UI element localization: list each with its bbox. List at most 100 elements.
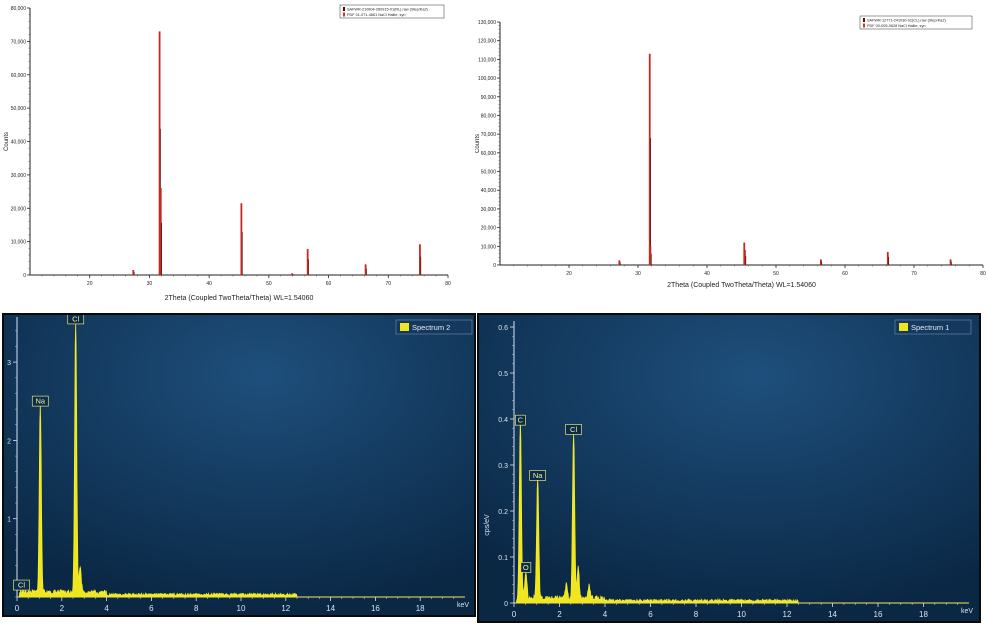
element-label: Cl bbox=[67, 315, 85, 325]
y-tick-label: 0.6 bbox=[498, 325, 508, 332]
plot-background bbox=[479, 315, 979, 621]
element-label-text: O bbox=[523, 563, 529, 572]
xrd-peak bbox=[159, 188, 162, 275]
eds-spectrum-1-chart: 0 2 4 6 8 10 12 14 16 18 keV 0 0.1 0.2 0.3 0.4 0.5 0.6 cps… bbox=[477, 313, 981, 623]
x-tick-label: 14 bbox=[828, 610, 837, 619]
y-axis-label: cps/eV bbox=[484, 514, 491, 536]
x-axis-label: keV bbox=[457, 602, 469, 609]
y-tick-label: 80,000 bbox=[481, 113, 497, 119]
spectrum-trace bbox=[17, 323, 465, 598]
y-tick-label: 0 bbox=[493, 263, 496, 269]
legend-entry: PDF 00-005-0628 NaCl Halite, syn bbox=[867, 24, 925, 28]
x-tick-label: 60 bbox=[842, 271, 848, 277]
y-axis-label: Counts bbox=[475, 134, 481, 153]
x-tick-label: 40 bbox=[206, 281, 212, 287]
y-tick-label: 130,000 bbox=[478, 20, 496, 26]
x-tick-label: 60 bbox=[326, 281, 332, 287]
y-tick-label: 20,000 bbox=[11, 206, 27, 212]
xrd-chart-1-svg: 0 10,000 20,000 30,000 40,000 50,000 60,000 70,… bbox=[4, 4, 451, 302]
y-tick-label: 0.1 bbox=[498, 555, 508, 562]
x-tick-label: 18 bbox=[919, 610, 928, 619]
y-tick-label: 0 bbox=[23, 273, 26, 279]
legend-box bbox=[894, 319, 972, 335]
legend: SAFWR-12771-241030-01(CL).raw (Step/Ka2)… bbox=[859, 15, 973, 30]
y-tick-label: 50,000 bbox=[481, 170, 497, 176]
y-axis-label: Counts bbox=[4, 132, 10, 151]
y-tick-label: 0.5 bbox=[498, 371, 508, 378]
xrd-peak bbox=[158, 31, 161, 275]
element-label-text: Na bbox=[533, 471, 543, 480]
legend-entry: SAFWR-12771-241030-01(CL).raw (Step/Ka2) bbox=[867, 19, 946, 23]
x-tick-label: 20 bbox=[566, 271, 572, 277]
y-tick-label: 0.4 bbox=[498, 417, 508, 424]
element-label-text: Cl bbox=[570, 425, 577, 434]
y-tick-label: 100,000 bbox=[478, 76, 496, 82]
element-label: Cl bbox=[13, 579, 30, 591]
x-tick-label: 50 bbox=[773, 271, 779, 277]
legend-entry: SAFWR-210904-280915-01(RL).raw (Step/Ka2… bbox=[347, 8, 429, 12]
legend-swatch bbox=[400, 323, 409, 331]
plot-background bbox=[4, 315, 474, 615]
x-tick-label: 0 bbox=[15, 604, 20, 613]
xrd-chart-2: 0 10,000 20,000 30,000 40,000 50,000 60,000 70,… bbox=[475, 0, 988, 310]
y-tick-label: 10,000 bbox=[11, 240, 27, 246]
legend: Spectrum 1 bbox=[894, 319, 972, 335]
x-tick-label: 20 bbox=[87, 281, 93, 287]
element-label-box bbox=[31, 395, 49, 407]
y-tick-label: 10,000 bbox=[481, 244, 497, 250]
y-tick-label: 30,000 bbox=[11, 173, 27, 179]
eds-spectrum-1-svg: 0 2 4 6 8 10 12 14 16 18 keV 0 0.1 0.2 0.3 0.4 0.5 0.6 cps… bbox=[479, 315, 979, 621]
spectrum-trace bbox=[514, 421, 969, 604]
xrd-peak bbox=[648, 53, 651, 266]
x-tick-label: 6 bbox=[648, 610, 653, 619]
element-label: O bbox=[520, 562, 532, 573]
y-tick-label: 0 bbox=[504, 601, 508, 608]
element-label-box bbox=[520, 562, 532, 573]
y-tick-label: 80,000 bbox=[11, 6, 27, 12]
y-tick-label: 0.2 bbox=[498, 509, 508, 516]
legend-box bbox=[395, 319, 473, 335]
element-label: Na bbox=[529, 470, 547, 481]
x-tick-label: 2 bbox=[557, 610, 562, 619]
x-tick-label: 80 bbox=[980, 271, 986, 277]
eds-spectrum-2-chart: 0 2 4 6 8 10 12 14 16 18 keV 1 2 3 Na Cl Cl Spectrum 2 bbox=[2, 313, 476, 617]
x-tick-label: 10 bbox=[737, 610, 746, 619]
legend-swatch bbox=[899, 323, 908, 331]
element-label-box bbox=[67, 315, 85, 325]
y-tick-label: 20,000 bbox=[481, 226, 497, 232]
element-label: C bbox=[515, 414, 526, 426]
x-tick-label: 4 bbox=[603, 610, 608, 619]
element-label-text: Na bbox=[35, 397, 45, 406]
x-tick-label: 0 bbox=[512, 610, 517, 619]
legend-entry: PDF 01-071-4661 NaCl Halite, syn bbox=[347, 13, 405, 17]
xrd-chart-2-svg: 0 10,000 20,000 30,000 40,000 50,000 60,000 70,… bbox=[475, 15, 986, 289]
x-axis-label: 2Theta (Coupled TwoTheta/Theta) WL=1.540… bbox=[667, 282, 816, 289]
xrd-peak bbox=[419, 244, 421, 275]
xrd-peak bbox=[291, 273, 294, 275]
xrd-peak bbox=[649, 246, 652, 265]
element-label-box bbox=[13, 579, 30, 591]
y-tick-label: 60,000 bbox=[481, 151, 497, 157]
xrd-peak bbox=[618, 260, 621, 265]
xrd-chart-1: 0 10,000 20,000 30,000 40,000 50,000 60,000 70,… bbox=[0, 0, 470, 310]
y-tick-label: 50,000 bbox=[11, 106, 27, 112]
legend-entry: Spectrum 2 bbox=[412, 323, 450, 332]
x-axis-label: 2Theta (Coupled TwoTheta/Theta) WL=1.540… bbox=[165, 295, 314, 302]
element-label-text: Cl bbox=[72, 315, 79, 323]
legend-box bbox=[859, 15, 973, 30]
xrd-peak bbox=[132, 269, 135, 275]
y-tick-label: 70,000 bbox=[481, 132, 497, 138]
element-label-box bbox=[565, 424, 582, 435]
legend-entry: Spectrum 1 bbox=[911, 323, 949, 332]
legend: SAFWR-210904-280915-01(RL).raw (Step/Ka2… bbox=[339, 4, 445, 19]
x-tick-label: 14 bbox=[326, 604, 335, 613]
xrd-peak bbox=[240, 203, 243, 275]
x-tick-label: 2 bbox=[60, 604, 65, 613]
y-tick-label: 2 bbox=[7, 438, 11, 445]
x-tick-label: 70 bbox=[386, 281, 392, 287]
x-tick-label: 50 bbox=[266, 281, 272, 287]
x-tick-label: 12 bbox=[281, 604, 290, 613]
x-tick-label: 8 bbox=[194, 604, 199, 613]
y-tick-label: 110,000 bbox=[478, 57, 496, 63]
x-tick-label: 16 bbox=[371, 604, 380, 613]
